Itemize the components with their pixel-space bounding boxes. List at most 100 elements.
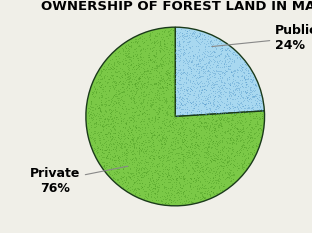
Point [207, 158, 212, 162]
Point [166, 59, 171, 62]
Point [202, 197, 207, 200]
Point [238, 63, 243, 67]
Point [248, 130, 253, 134]
Point [217, 157, 222, 161]
Point [141, 154, 146, 158]
Point [191, 129, 196, 133]
Point [137, 191, 142, 195]
Point [188, 155, 193, 159]
Point [148, 139, 153, 143]
Point [131, 141, 136, 145]
Point [172, 113, 177, 117]
Point [121, 62, 126, 65]
Point [216, 181, 221, 185]
Point [206, 78, 211, 81]
Point [129, 59, 134, 62]
Point [206, 62, 211, 65]
Point [234, 126, 239, 130]
Point [103, 155, 108, 158]
Point [167, 32, 172, 36]
Point [116, 141, 121, 145]
Point [127, 118, 132, 122]
Point [152, 55, 157, 58]
Point [152, 82, 157, 86]
Point [101, 151, 106, 155]
Point [107, 143, 112, 147]
Point [168, 31, 173, 35]
Point [181, 58, 186, 62]
Point [213, 173, 218, 176]
Point [172, 159, 177, 163]
Point [227, 131, 232, 135]
Point [156, 115, 161, 119]
Point [138, 126, 143, 130]
Point [173, 182, 178, 185]
Point [208, 38, 213, 42]
Point [221, 108, 226, 112]
Point [90, 91, 95, 94]
Point [144, 66, 149, 70]
Point [209, 157, 214, 161]
Point [246, 161, 251, 165]
Point [150, 182, 155, 186]
Point [124, 120, 129, 124]
Point [165, 50, 170, 54]
Point [113, 131, 118, 135]
Point [164, 139, 169, 143]
Point [189, 58, 194, 62]
Point [93, 107, 98, 111]
Point [151, 179, 156, 182]
Point [142, 94, 147, 98]
Point [223, 151, 228, 155]
Point [149, 160, 154, 164]
Point [219, 78, 224, 82]
Point [183, 165, 188, 169]
Point [161, 197, 166, 200]
Point [224, 78, 229, 82]
Point [217, 105, 222, 109]
Point [183, 31, 188, 35]
Point [167, 121, 172, 124]
Point [231, 114, 236, 118]
Point [214, 118, 219, 122]
Point [171, 86, 176, 90]
Point [197, 42, 202, 46]
Point [186, 128, 191, 132]
Point [197, 169, 202, 173]
Point [209, 39, 214, 43]
Point [173, 88, 178, 91]
Point [140, 159, 145, 162]
Point [155, 178, 160, 182]
Point [100, 133, 105, 137]
Point [117, 56, 122, 60]
Point [169, 31, 174, 35]
Point [205, 147, 210, 151]
Point [125, 70, 130, 74]
Point [106, 160, 111, 164]
Point [154, 168, 159, 172]
Point [163, 164, 168, 168]
Point [216, 88, 221, 91]
Point [230, 92, 235, 96]
Point [217, 121, 222, 125]
Point [141, 131, 146, 135]
Point [197, 175, 202, 179]
Point [206, 68, 211, 72]
Point [158, 40, 163, 44]
Wedge shape [175, 27, 264, 116]
Point [110, 73, 115, 76]
Point [186, 148, 191, 152]
Point [131, 115, 136, 118]
Point [214, 156, 219, 160]
Point [217, 102, 222, 105]
Point [196, 147, 201, 150]
Point [219, 188, 224, 192]
Point [154, 148, 158, 152]
Point [154, 182, 159, 185]
Point [104, 103, 109, 106]
Point [119, 85, 124, 89]
Point [125, 72, 130, 76]
Point [181, 178, 186, 181]
Point [213, 105, 218, 109]
Point [236, 130, 241, 134]
